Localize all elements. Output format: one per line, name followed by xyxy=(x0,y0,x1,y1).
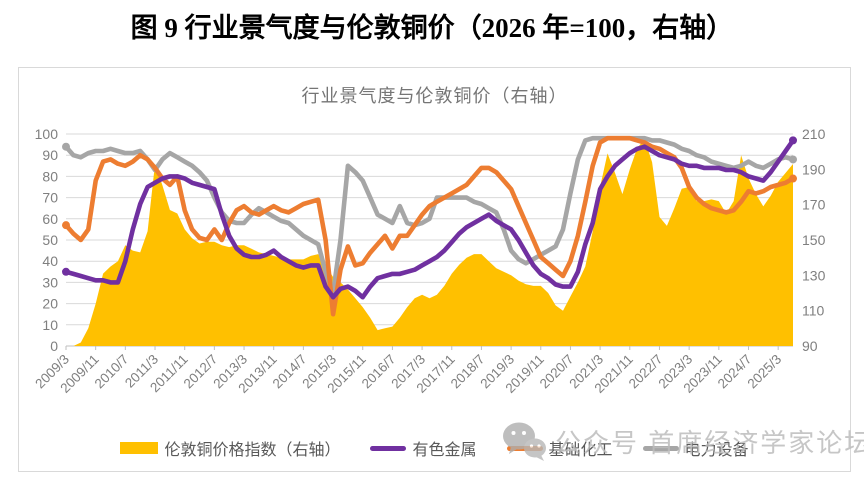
svg-text:0: 0 xyxy=(50,338,58,354)
svg-text:10: 10 xyxy=(42,317,58,333)
svg-text:190: 190 xyxy=(802,161,826,177)
svg-text:50: 50 xyxy=(42,232,58,248)
svg-text:30: 30 xyxy=(42,274,58,290)
svg-text:20: 20 xyxy=(42,296,58,312)
legend-item-chemicals: 基础化工 xyxy=(506,436,613,460)
svg-text:100: 100 xyxy=(35,126,59,142)
legend-item-nonferrous: 有色金属 xyxy=(370,436,477,460)
svg-text:130: 130 xyxy=(802,267,826,283)
power-line-swatch xyxy=(642,445,679,451)
svg-text:2010/7: 2010/7 xyxy=(92,352,132,392)
chart-title: 行业景气度与伦敦铜价（右轴） xyxy=(301,86,568,106)
chart-plot-canvas: 2009/32009/112010/72011/32011/112012/720… xyxy=(32,126,826,396)
svg-text:2025/3: 2025/3 xyxy=(744,352,784,392)
svg-text:170: 170 xyxy=(802,197,826,213)
svg-text:150: 150 xyxy=(802,232,826,248)
svg-text:90: 90 xyxy=(42,147,58,163)
copper-area-swatch xyxy=(120,442,159,454)
legend-item-copper: 伦敦铜价格指数（右轴） xyxy=(120,436,340,460)
legend-label-copper: 伦敦铜价格指数（右轴） xyxy=(164,442,341,459)
legend-item-power: 电力设备 xyxy=(642,436,749,460)
legend-label-nonferrous: 有色金属 xyxy=(412,442,477,459)
chart-legend: 伦敦铜价格指数（右轴） 有色金属 基础化工 电力设备 xyxy=(19,436,850,460)
chart-container: 行业景气度与伦敦铜价（右轴） 2009/3 2009/11 2010/7 2011/3… xyxy=(18,67,864,472)
page-title: 图 9 行业景气度与伦敦铜价（2026 年=100，右轴） xyxy=(130,13,734,43)
nonferrous-line-swatch xyxy=(370,445,407,451)
legend-label-chemicals: 基础化工 xyxy=(548,442,613,459)
chemicals-line-swatch xyxy=(506,445,543,451)
svg-text:210: 210 xyxy=(802,126,826,142)
legend-label-power: 电力设备 xyxy=(684,442,749,459)
svg-text:110: 110 xyxy=(802,303,825,319)
svg-text:60: 60 xyxy=(42,211,58,227)
svg-text:90: 90 xyxy=(802,338,818,354)
svg-text:40: 40 xyxy=(42,253,58,269)
svg-text:70: 70 xyxy=(42,190,58,206)
svg-text:80: 80 xyxy=(42,168,58,184)
